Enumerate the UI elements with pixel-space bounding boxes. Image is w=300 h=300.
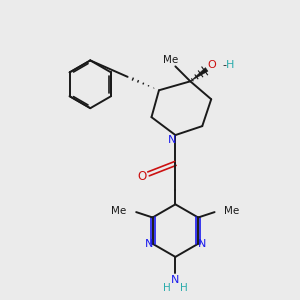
Text: H: H bbox=[226, 60, 234, 70]
Text: H: H bbox=[180, 283, 188, 293]
Text: N: N bbox=[171, 275, 180, 285]
Text: Me: Me bbox=[224, 206, 239, 216]
Text: H: H bbox=[163, 283, 171, 293]
Text: Me: Me bbox=[163, 55, 178, 65]
Text: O: O bbox=[137, 170, 147, 183]
Text: N: N bbox=[145, 239, 153, 249]
Polygon shape bbox=[190, 68, 208, 81]
Text: O: O bbox=[208, 60, 217, 70]
Text: N: N bbox=[197, 239, 206, 249]
Text: -: - bbox=[222, 60, 226, 70]
Text: N: N bbox=[168, 134, 176, 145]
Text: Me: Me bbox=[111, 206, 127, 216]
